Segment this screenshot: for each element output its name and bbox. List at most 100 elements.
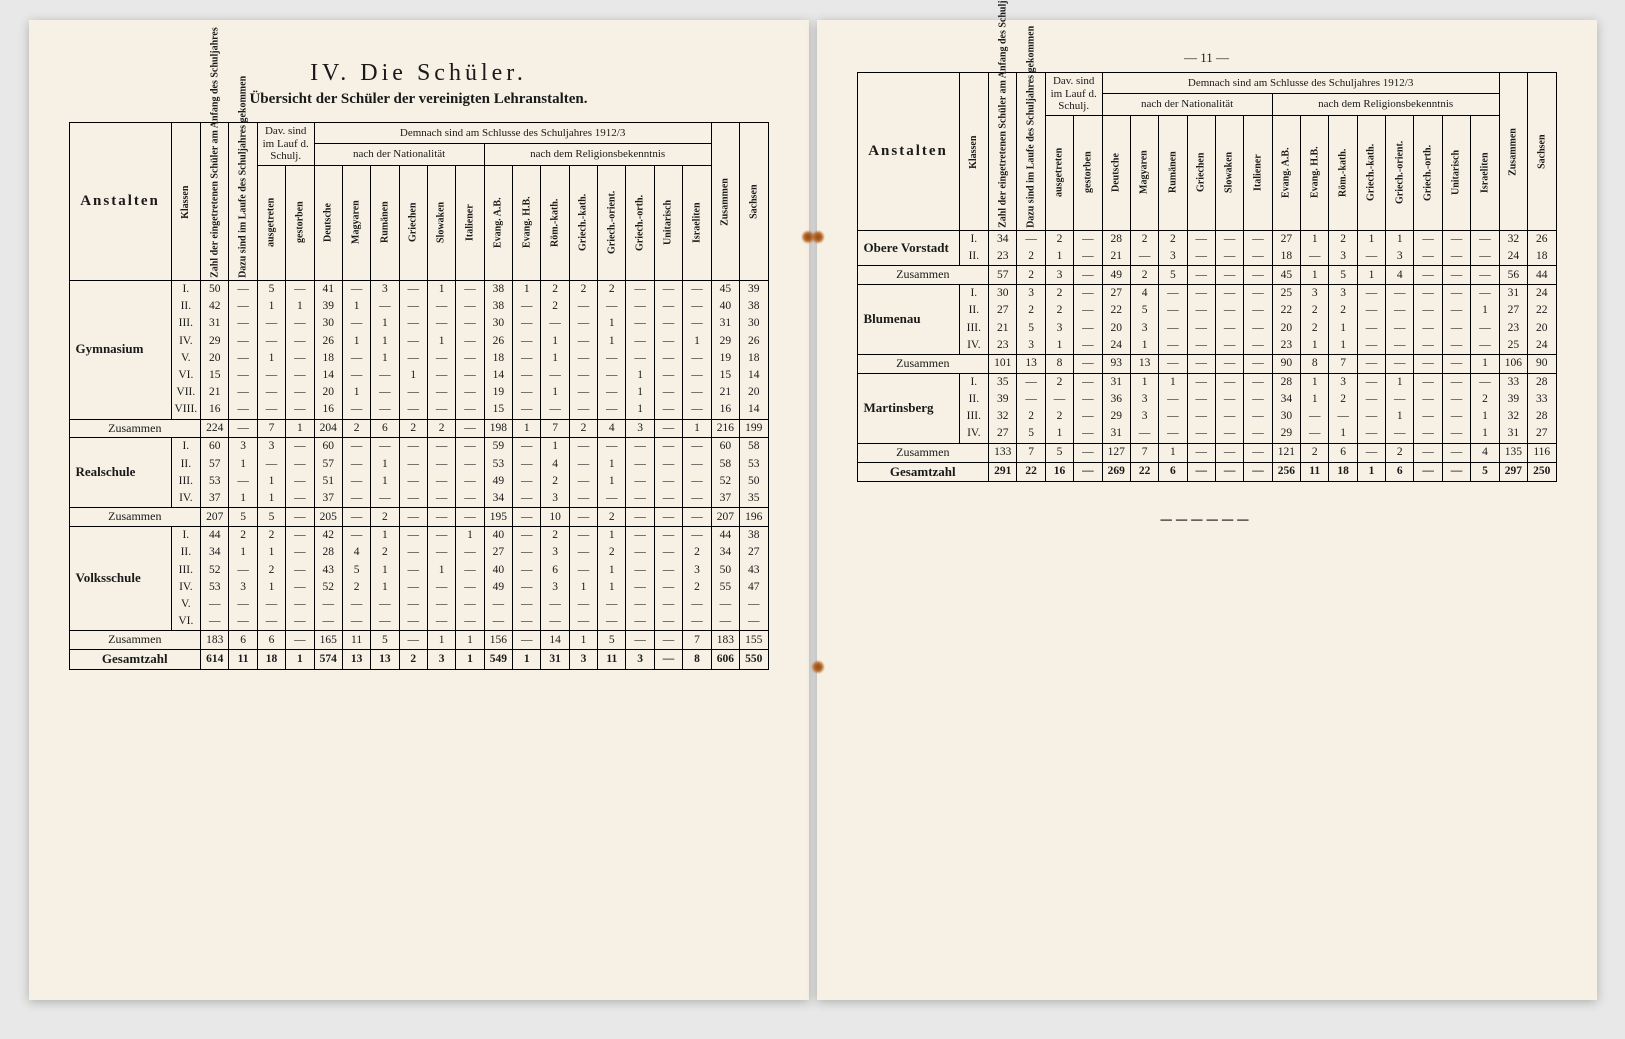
data-cell: — — [569, 527, 597, 545]
sum-cell: 205 — [314, 508, 342, 527]
data-cell: 30 — [989, 285, 1017, 303]
data-cell: — — [654, 298, 682, 315]
col-nat-sub: Rumänen — [1159, 115, 1187, 230]
klasse-cell: II. — [959, 302, 988, 319]
students-table-right: AnstaltenKlassenZahl der eingetretenen S… — [857, 72, 1557, 482]
data-cell: 2 — [1130, 230, 1158, 248]
sum-cell: 2 — [427, 419, 455, 438]
data-cell: 28 — [1528, 373, 1556, 391]
data-cell: 26 — [1528, 230, 1556, 248]
sum-cell: 196 — [740, 508, 768, 527]
data-cell: 18 — [1528, 248, 1556, 266]
data-cell: 16 — [711, 401, 739, 419]
data-cell: 3 — [1017, 337, 1045, 355]
data-cell: 28 — [1102, 230, 1130, 248]
sum-cell: 2 — [342, 419, 370, 438]
grand-cell: 2 — [399, 650, 427, 670]
sum-cell: — — [654, 508, 682, 527]
grand-cell: — — [1215, 462, 1243, 482]
grand-cell: — — [654, 650, 682, 670]
data-cell: 38 — [740, 527, 768, 545]
data-cell: — — [399, 613, 427, 631]
col-rel-sub: Griech.-orth. — [1414, 115, 1442, 230]
data-cell: — — [399, 280, 427, 298]
sum-cell: 155 — [740, 631, 768, 650]
data-cell: — — [342, 596, 370, 613]
data-cell: 1 — [257, 490, 285, 508]
sum-cell: 224 — [201, 419, 229, 438]
grand-cell: 5 — [1471, 462, 1500, 482]
data-cell: — — [286, 367, 314, 384]
data-cell: 37 — [711, 490, 739, 508]
data-cell: — — [456, 384, 484, 401]
data-cell: — — [257, 456, 285, 473]
data-cell: 2 — [1045, 230, 1073, 248]
data-cell: — — [229, 315, 257, 332]
data-cell: 1 — [257, 544, 285, 561]
data-cell: — — [1159, 408, 1187, 425]
sum-cell: 13 — [1017, 355, 1045, 374]
data-cell: — — [427, 579, 455, 596]
data-cell: — — [286, 527, 314, 545]
data-cell: — — [1442, 425, 1470, 443]
data-cell: — — [257, 367, 285, 384]
col-rel-sub: Evang. H.B. — [1301, 115, 1329, 230]
data-cell: — — [513, 401, 541, 419]
data-cell: — — [569, 596, 597, 613]
data-cell: — — [1074, 337, 1102, 355]
sum-cell: — — [1442, 443, 1470, 462]
data-cell: — — [598, 401, 626, 419]
data-cell: — — [371, 596, 399, 613]
data-cell: — — [626, 473, 654, 490]
sum-cell: 1 — [569, 631, 597, 650]
grand-cell: 18 — [1329, 462, 1357, 482]
data-cell: 21 — [989, 320, 1017, 337]
data-cell: — — [371, 438, 399, 456]
data-cell: 5 — [257, 280, 285, 298]
sum-cell: — — [1215, 355, 1243, 374]
data-cell: — — [541, 401, 569, 419]
data-cell: 2 — [541, 527, 569, 545]
data-cell: 1 — [598, 456, 626, 473]
data-cell: 3 — [541, 579, 569, 596]
data-cell: 53 — [484, 456, 512, 473]
data-cell: — — [1414, 302, 1442, 319]
group-name: Martinsberg — [857, 373, 959, 443]
data-cell: 1 — [541, 384, 569, 401]
col-rel-sub: Unitarisch — [1442, 115, 1470, 230]
data-cell: 2 — [683, 579, 712, 596]
group-sum-label: Zusammen — [69, 508, 201, 527]
data-cell: 1 — [427, 333, 455, 350]
data-cell: 3 — [1329, 285, 1357, 303]
data-cell: — — [626, 333, 654, 350]
grand-cell: 606 — [711, 650, 739, 670]
data-cell: — — [740, 613, 768, 631]
data-cell: — — [371, 401, 399, 419]
sum-cell: 2 — [1301, 443, 1329, 462]
book-spread: IV. Die Schüler. Übersicht der Schüler d… — [0, 0, 1625, 1020]
data-cell: — — [399, 579, 427, 596]
data-cell: 1 — [683, 333, 712, 350]
data-cell: — — [484, 596, 512, 613]
data-cell: — — [513, 613, 541, 631]
data-cell: 3 — [541, 544, 569, 561]
data-cell: 31 — [1102, 425, 1130, 443]
data-cell: 55 — [711, 579, 739, 596]
sum-cell: — — [1357, 443, 1385, 462]
data-cell: — — [286, 562, 314, 579]
col-rel-sub: Evang. A.B. — [484, 165, 512, 280]
data-cell: — — [569, 367, 597, 384]
sum-cell: — — [399, 508, 427, 527]
grand-cell: 250 — [1528, 462, 1556, 482]
data-cell: 20 — [314, 384, 342, 401]
data-cell: 34 — [201, 544, 229, 561]
sum-cell: 7 — [541, 419, 569, 438]
data-cell: — — [654, 315, 682, 332]
data-cell: 1 — [1301, 230, 1329, 248]
data-cell: — — [456, 280, 484, 298]
group-name: Volksschule — [69, 527, 171, 631]
data-cell: — — [1074, 320, 1102, 337]
data-cell: — — [598, 596, 626, 613]
sum-cell: 2 — [1386, 443, 1414, 462]
col-nat-sub: Deutsche — [1102, 115, 1130, 230]
